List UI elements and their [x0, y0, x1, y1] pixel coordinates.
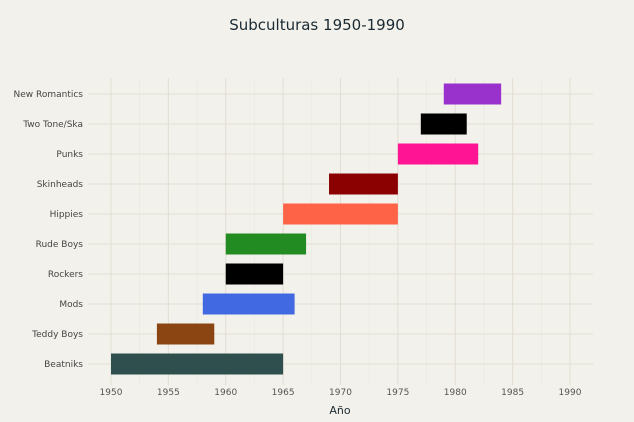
- y-tick-label: Two Tone/Ska: [22, 120, 83, 130]
- bars: [111, 83, 502, 375]
- bar-beatniks: [111, 353, 284, 375]
- y-tick-label: Teddy Boys: [31, 330, 83, 340]
- x-axis-label: Año: [329, 404, 350, 417]
- chart-title: Subculturas 1950-1990: [229, 16, 405, 34]
- y-tick-label: Beatniks: [44, 360, 83, 370]
- bar-skinheads: [329, 173, 398, 195]
- bar-hippies: [283, 203, 398, 225]
- y-tick-label: New Romantics: [14, 90, 84, 100]
- x-tick-label: 1985: [501, 388, 524, 398]
- x-tick-label: 1970: [329, 388, 352, 398]
- x-tick-label: 1975: [386, 388, 409, 398]
- y-tick-label: Rude Boys: [36, 240, 84, 250]
- y-axis-labels: Beatniks Teddy Boys Mods Rockers Rude Boys Hi…: [14, 90, 84, 370]
- x-tick-label: 1950: [100, 388, 123, 398]
- x-tick-label: 1965: [272, 388, 295, 398]
- bar-rockers: [225, 263, 284, 285]
- y-tick-label: Mods: [59, 300, 83, 310]
- y-tick-label: Punks: [56, 150, 83, 160]
- x-axis-ticks: 1950 1955 1960 1965 1970 1975 1980 1985 1990: [100, 388, 582, 398]
- x-tick-label: 1990: [559, 388, 582, 398]
- bar-rude-boys: [225, 233, 307, 255]
- bar-mods: [202, 293, 295, 315]
- bar-punks: [397, 143, 479, 165]
- x-tick-label: 1960: [214, 388, 237, 398]
- bar-new-romantics: [443, 83, 502, 105]
- y-tick-label: Rockers: [48, 270, 83, 280]
- bar-two-tone-ska: [420, 113, 467, 135]
- y-tick-label: Hippies: [50, 210, 84, 220]
- x-tick-label: 1955: [157, 388, 180, 398]
- bar-teddy-boys: [156, 323, 215, 345]
- x-tick-label: 1980: [444, 388, 467, 398]
- y-tick-label: Skinheads: [37, 180, 84, 190]
